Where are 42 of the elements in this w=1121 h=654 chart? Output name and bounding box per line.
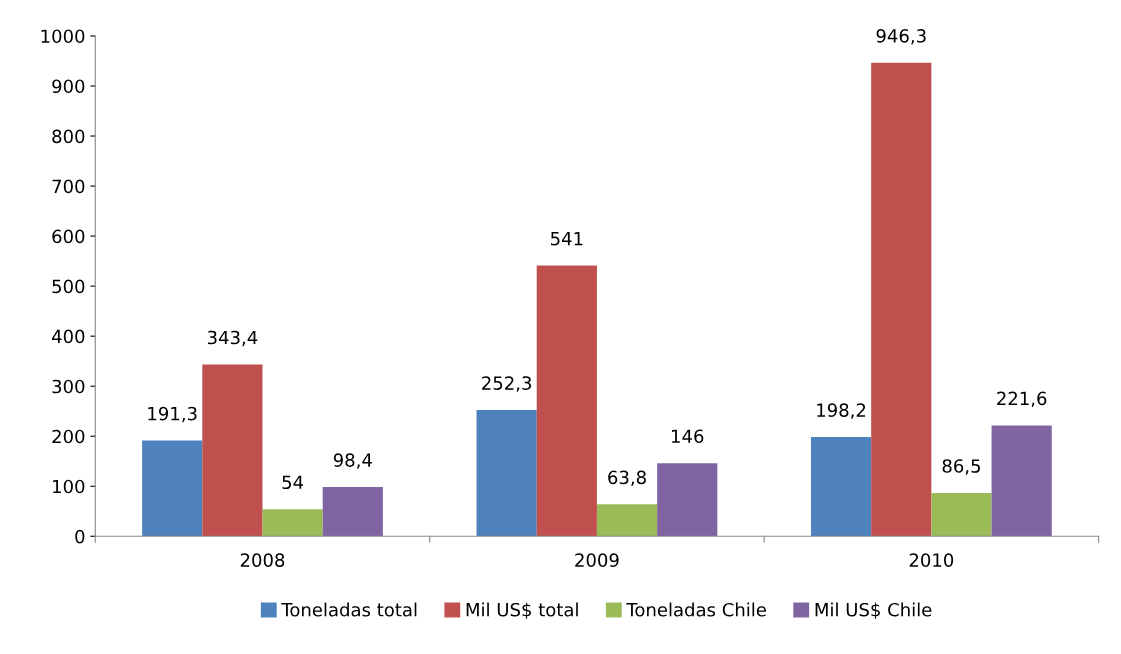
legend-label: Toneladas Chile xyxy=(626,602,766,617)
y-tick-label: 200 xyxy=(52,429,85,444)
bar xyxy=(536,265,597,537)
data-label: 198,2 xyxy=(817,403,866,419)
y-tick-label: 800 xyxy=(52,129,85,144)
data-label: 63,8 xyxy=(608,470,646,487)
data-label: 541 xyxy=(551,232,583,246)
legend-label: Mil US$ Chile xyxy=(815,602,932,619)
y-tick-label: 600 xyxy=(52,229,85,244)
data-label: 946,3 xyxy=(876,29,926,45)
y-tick-label: 700 xyxy=(52,179,85,194)
y-tick-label: 400 xyxy=(51,329,85,344)
bar xyxy=(596,504,658,537)
bar xyxy=(142,440,203,537)
y-tick-label: 0 xyxy=(75,529,85,544)
legend-label: Toneladas total xyxy=(281,602,417,617)
x-tick-label: 2009 xyxy=(575,553,619,567)
bar xyxy=(322,487,383,537)
data-label: 221,6 xyxy=(997,391,1047,408)
y-tick-label: 1000 xyxy=(41,29,85,44)
data-label: 146 xyxy=(671,429,704,444)
bar xyxy=(931,493,992,537)
y-tick-label: 500 xyxy=(52,279,85,294)
bar xyxy=(657,463,718,537)
data-label: 252,3 xyxy=(482,376,532,392)
bar xyxy=(476,410,537,537)
bar xyxy=(871,62,932,537)
bar xyxy=(202,364,263,537)
bar xyxy=(810,437,872,537)
data-label: 86,5 xyxy=(942,459,980,475)
data-label: 54 xyxy=(282,475,304,490)
data-label: 98,4 xyxy=(333,453,372,469)
legend-label: Mil US$ total xyxy=(466,602,578,619)
bar xyxy=(991,425,1052,537)
x-tick-label: 2008 xyxy=(240,553,285,567)
data-label: 191,3 xyxy=(148,406,197,423)
bar xyxy=(262,509,323,537)
y-tick-label: 900 xyxy=(52,79,85,94)
x-tick-label: 2010 xyxy=(909,553,954,567)
y-tick-label: 300 xyxy=(52,379,85,394)
y-tick-label: 100 xyxy=(53,479,85,494)
data-label: 343,4 xyxy=(207,330,258,347)
